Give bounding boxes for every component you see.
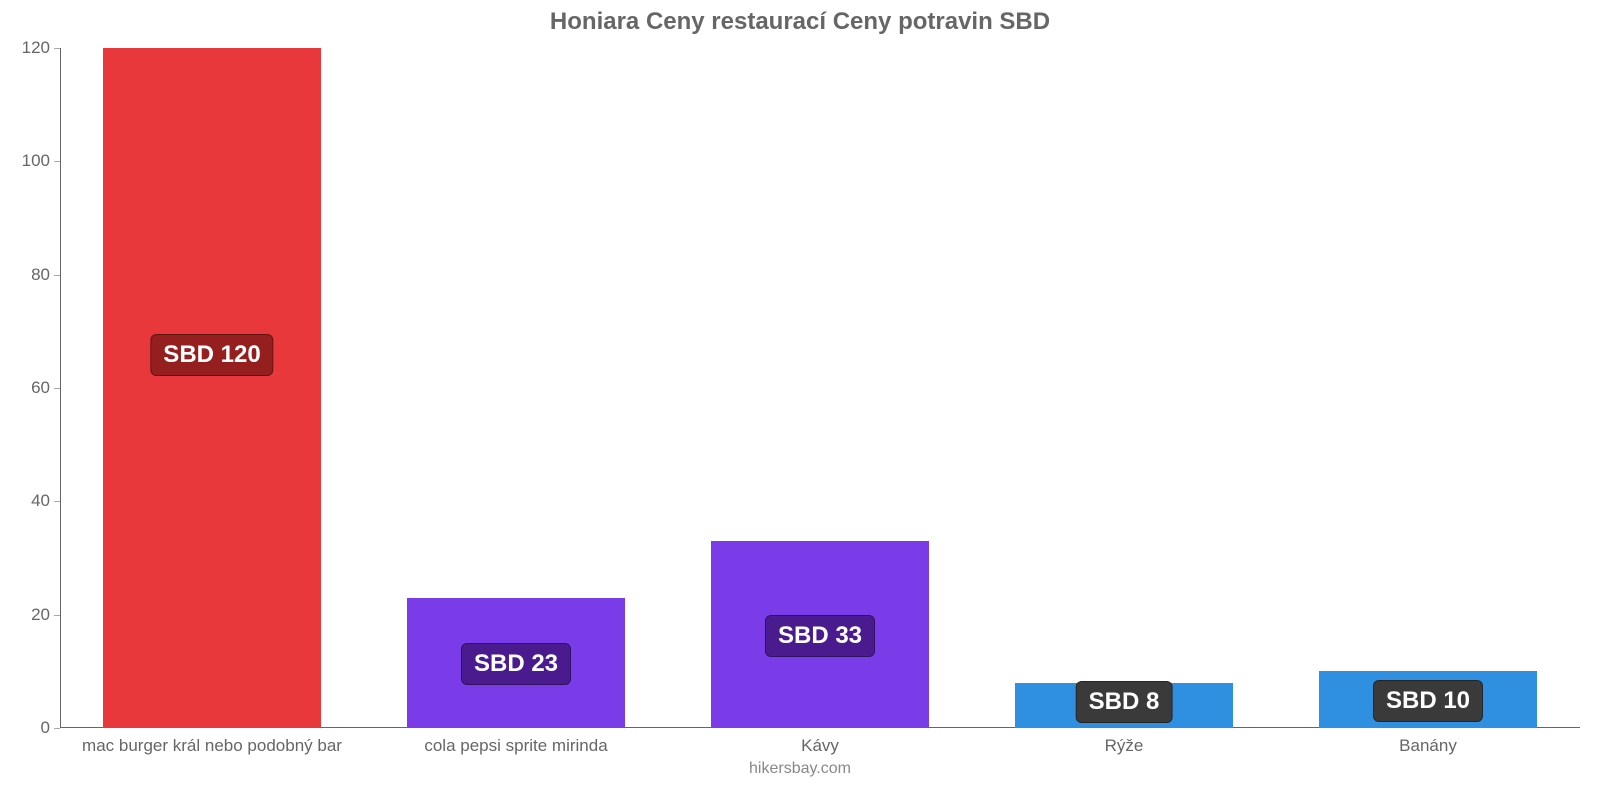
chart-attribution: hikersbay.com [0,760,1600,778]
y-tick-mark [54,501,60,502]
y-tick-mark [54,48,60,49]
plot-area: 020406080100120SBD 120mac burger král ne… [60,48,1580,728]
y-axis-line [60,48,61,728]
y-tick-mark [54,728,60,729]
bar [103,48,322,728]
y-tick-mark [54,615,60,616]
x-tick-label: Banány [1399,736,1457,756]
y-tick-label: 100 [0,151,50,171]
y-tick-mark [54,161,60,162]
y-tick-label: 20 [0,605,50,625]
bar-value-label: SBD 23 [461,643,571,685]
x-tick-label: cola pepsi sprite mirinda [424,736,607,756]
bar-value-label: SBD 8 [1076,681,1173,723]
y-tick-label: 80 [0,265,50,285]
chart-title: Honiara Ceny restaurací Ceny potravin SB… [0,8,1600,36]
y-tick-mark [54,275,60,276]
x-tick-label: mac burger král nebo podobný bar [82,736,342,756]
bar-value-label: SBD 120 [150,334,273,376]
x-tick-label: Rýže [1105,736,1144,756]
y-tick-label: 60 [0,378,50,398]
x-tick-label: Kávy [801,736,839,756]
bar-value-label: SBD 10 [1373,680,1483,722]
y-tick-label: 40 [0,491,50,511]
y-tick-label: 0 [0,718,50,738]
bar-value-label: SBD 33 [765,615,875,657]
y-tick-mark [54,388,60,389]
y-tick-label: 120 [0,38,50,58]
